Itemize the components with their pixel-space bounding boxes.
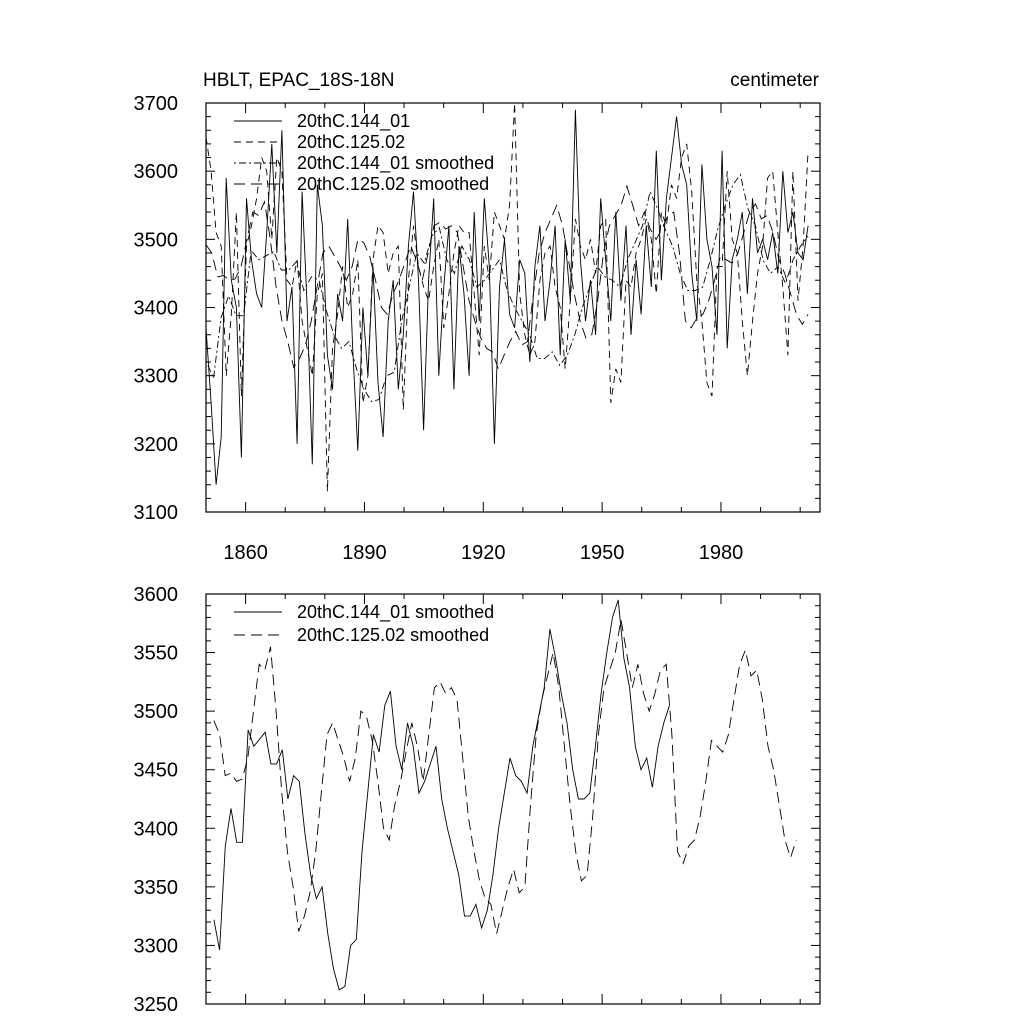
y-tick-label: 3550 xyxy=(134,643,179,665)
y-tick-label: 3450 xyxy=(134,760,179,782)
legend-label: 20thC.144_01 xyxy=(297,111,410,132)
panel-raw-hblt: HBLT, EPAC_18S-18N centimeter 3100 3200 33… xyxy=(134,70,821,564)
y-tick-label: 3600 xyxy=(134,584,179,606)
y-tick-label: 3600 xyxy=(134,161,179,183)
x-tick-label: 1950 xyxy=(580,542,625,564)
x-tick-label: 1980 xyxy=(699,542,744,564)
legend-label: 20thC.125.02 xyxy=(297,132,405,152)
y-tick-label: 3500 xyxy=(134,701,179,723)
y-tick-label: 3500 xyxy=(134,229,179,251)
series-line-1 xyxy=(205,109,809,485)
x-tick-label: 1890 xyxy=(342,542,387,564)
y-tick-label: 3300 xyxy=(134,366,179,388)
top-axis-ticks: 3100 3200 3300 3400 3500 3600 3700 1860 1890 1920… xyxy=(134,93,820,564)
bottom-plot-frame xyxy=(205,593,821,1005)
panel-smoothed-hblt: 3250 3300 3350 3400 3450 3500 3550 3600 20thC.1… xyxy=(134,584,821,1016)
bottom-axis-ticks: 3250 3300 3350 3400 3450 3500 3550 3600 xyxy=(134,584,820,1016)
x-tick-label: 1920 xyxy=(461,542,506,564)
units-label: centimeter xyxy=(730,70,819,91)
series-line-3 xyxy=(205,173,809,403)
smoothed-line-125_02 xyxy=(213,619,797,934)
x-tick-label: 1860 xyxy=(223,542,268,564)
y-tick-label: 3100 xyxy=(134,502,179,524)
y-tick-label: 3700 xyxy=(134,93,179,115)
y-tick-label: 3250 xyxy=(134,994,179,1016)
y-tick-label: 3200 xyxy=(134,434,179,456)
legend-label: 20thC.125.02 smoothed xyxy=(297,625,489,645)
series-line-4 xyxy=(205,184,809,371)
y-tick-label: 3400 xyxy=(134,298,179,320)
legend-label: 20thC.144_01 smoothed xyxy=(297,153,494,174)
top-series-group xyxy=(205,102,809,492)
smoothed-line-144_01 xyxy=(213,599,670,991)
legend-label: 20thC.144_01 smoothed xyxy=(297,602,494,623)
legend-label: 20thC.125.02 smoothed xyxy=(297,174,489,194)
y-tick-label: 3400 xyxy=(134,818,179,840)
chart-title: HBLT, EPAC_18S-18N xyxy=(203,70,395,91)
y-tick-label: 3300 xyxy=(134,935,179,957)
bottom-series-group xyxy=(213,599,797,991)
series-line-2 xyxy=(205,102,809,492)
y-tick-label: 3350 xyxy=(134,877,179,899)
